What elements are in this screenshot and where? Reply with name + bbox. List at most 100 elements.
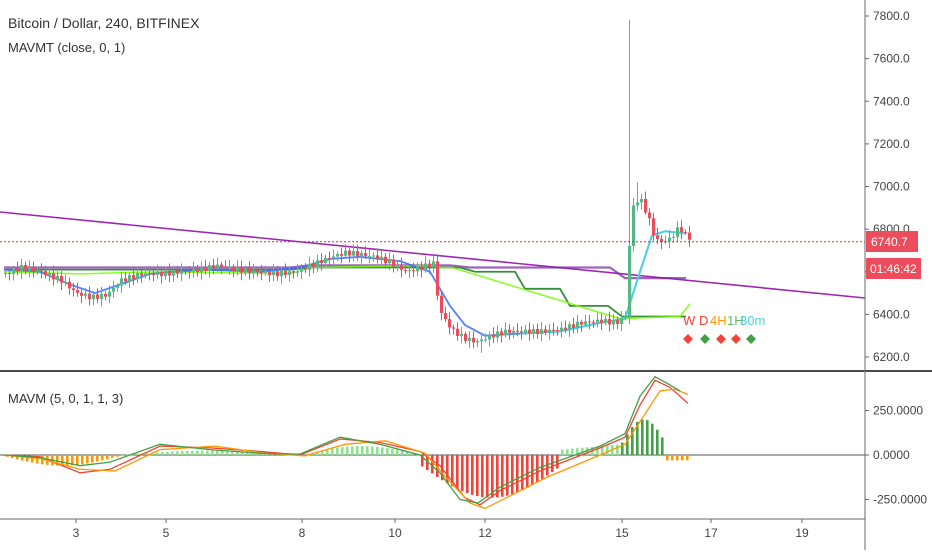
candle-body bbox=[420, 266, 424, 270]
osc-histogram-bar bbox=[351, 446, 354, 455]
candle-body bbox=[444, 312, 448, 320]
candle-body bbox=[540, 329, 544, 334]
candle-body bbox=[120, 278, 124, 286]
candle-body bbox=[412, 270, 416, 272]
candle-body bbox=[36, 270, 40, 272]
osc-histogram-bar bbox=[56, 455, 59, 466]
countdown-badge: 01:46:42 bbox=[866, 258, 921, 279]
current-price-badge: 6740.7 bbox=[866, 231, 918, 252]
osc-histogram-bar bbox=[421, 455, 424, 467]
osc-histogram-bar bbox=[101, 455, 104, 461]
osc-histogram-bar bbox=[391, 448, 394, 455]
candle-body bbox=[608, 318, 612, 325]
osc-histogram-bar bbox=[96, 455, 99, 462]
osc-histogram-bar bbox=[601, 446, 604, 455]
indicator-sub-label: MAVM (5, 0, 1, 1, 3) bbox=[8, 391, 123, 406]
osc-histogram-bar bbox=[231, 450, 234, 455]
osc-histogram-bar bbox=[436, 455, 439, 477]
osc-histogram-bar bbox=[201, 450, 204, 455]
candle-body bbox=[600, 319, 604, 323]
osc-histogram-bar bbox=[81, 455, 84, 465]
candle-body bbox=[172, 270, 176, 276]
candle-body bbox=[292, 271, 296, 273]
candle-body bbox=[488, 334, 492, 340]
osc-histogram-bar bbox=[61, 455, 64, 466]
time-tick-label: 15 bbox=[615, 526, 629, 540]
candle-body bbox=[656, 235, 660, 240]
price-axis[interactable]: 7800.07600.07400.07200.07000.06800.06600… bbox=[865, 9, 910, 364]
osc-histogram-bar bbox=[636, 421, 639, 455]
candle-body bbox=[428, 263, 432, 267]
price-tick-label: 7600.0 bbox=[873, 52, 910, 66]
candle-body bbox=[368, 255, 372, 257]
candle-body bbox=[156, 272, 160, 275]
candle-body bbox=[316, 260, 320, 268]
candle-body bbox=[620, 318, 624, 325]
candle-body bbox=[476, 341, 480, 343]
candle-body bbox=[84, 293, 88, 296]
osc-histogram-bar bbox=[561, 449, 564, 455]
osc-histogram-bar bbox=[676, 455, 679, 461]
candle-body bbox=[232, 266, 236, 272]
time-axis[interactable]: 3 5 8 10 12 15 17 19 bbox=[73, 519, 809, 540]
osc-histogram-bar bbox=[186, 450, 189, 455]
timeframe-diamond bbox=[700, 334, 710, 344]
candle-body bbox=[584, 321, 588, 325]
osc-histogram-bar bbox=[531, 455, 534, 486]
candle-body bbox=[268, 271, 272, 276]
candle-body bbox=[288, 271, 292, 275]
candle-body bbox=[164, 270, 168, 277]
osc-histogram-bar bbox=[571, 448, 574, 455]
candle-body bbox=[152, 273, 156, 275]
candle-body bbox=[176, 270, 180, 274]
candle-body bbox=[492, 334, 496, 338]
oscillator-axis[interactable]: 250.0000 0.0000 -250.0000 bbox=[865, 404, 927, 507]
candle-body bbox=[304, 268, 308, 270]
osc-histogram-bar bbox=[456, 455, 459, 489]
candle-body bbox=[200, 267, 204, 273]
osc-histogram-bar bbox=[616, 444, 619, 455]
osc-histogram-bar bbox=[346, 446, 349, 455]
osc-histogram-bar bbox=[516, 455, 519, 493]
price-tick-label: 6200.0 bbox=[873, 350, 910, 364]
candle-body bbox=[676, 227, 680, 237]
price-tick-label: 7200.0 bbox=[873, 137, 910, 151]
osc-histogram-bar bbox=[316, 451, 319, 455]
osc-histogram-bar bbox=[451, 455, 454, 487]
osc-histogram-bar bbox=[466, 455, 469, 494]
osc-histogram-bar bbox=[581, 447, 584, 455]
candle-body bbox=[348, 250, 352, 256]
candle-body bbox=[260, 272, 264, 274]
candle-body bbox=[596, 319, 600, 323]
candle-body bbox=[80, 292, 84, 296]
oscillator bbox=[0, 375, 865, 510]
osc-histogram-bar bbox=[481, 455, 484, 498]
candle-body bbox=[552, 329, 556, 331]
candle-body bbox=[644, 198, 648, 213]
candle-body bbox=[480, 339, 484, 342]
candle-body bbox=[576, 321, 580, 328]
candle-body bbox=[196, 268, 200, 273]
candle-body bbox=[336, 254, 340, 257]
osc-histogram-bar bbox=[326, 449, 329, 455]
timeframe-diamond bbox=[746, 334, 756, 344]
candle-body bbox=[580, 321, 584, 325]
candle-body bbox=[32, 267, 36, 272]
candle-body bbox=[68, 281, 72, 289]
trendline[interactable] bbox=[0, 211, 866, 299]
osc-histogram-bar bbox=[651, 423, 654, 455]
dark-green-ma-line bbox=[4, 266, 686, 318]
candle-body bbox=[256, 270, 260, 273]
candle-body bbox=[400, 264, 404, 270]
candle-body bbox=[264, 271, 268, 273]
osc-histogram-bar bbox=[211, 450, 214, 455]
candle-body bbox=[500, 331, 504, 336]
candle-body bbox=[452, 327, 456, 329]
candle-body bbox=[96, 294, 100, 299]
candle-body bbox=[72, 288, 76, 291]
candle-body bbox=[568, 324, 572, 331]
candle-body bbox=[416, 266, 420, 272]
candle-body bbox=[516, 330, 520, 332]
